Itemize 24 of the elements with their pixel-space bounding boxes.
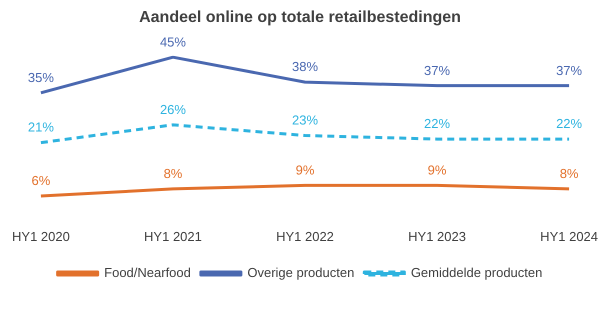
data-label: 38%: [292, 59, 318, 74]
data-label: 35%: [28, 70, 54, 85]
data-label: 23%: [292, 112, 318, 128]
data-label: 37%: [424, 62, 450, 78]
x-tick-label: HY1 2023: [408, 228, 466, 244]
data-label: 8%: [164, 166, 183, 181]
data-label: 22%: [424, 116, 450, 132]
data-label: 6%: [32, 173, 51, 188]
x-tick-label: HY1 2022: [276, 228, 334, 244]
data-label: 9%: [428, 162, 447, 178]
data-label: 26%: [160, 102, 186, 117]
legend-label: Gemiddelde producten: [410, 265, 542, 280]
chart-title: Aandeel online op totale retailbestedingen: [139, 9, 461, 26]
data-label: 22%: [556, 116, 583, 132]
legend-label: Food/Nearfood: [104, 265, 191, 280]
legend-label: Overige producten: [247, 265, 354, 280]
x-tick-label: HY1 2021: [144, 228, 202, 244]
data-label: 21%: [28, 120, 54, 135]
data-label: 8%: [560, 166, 579, 181]
x-tick-label: HY1 2020: [12, 228, 70, 244]
data-label: 37%: [556, 62, 583, 78]
data-label: 45%: [160, 34, 186, 50]
x-tick-label: HY1 2024: [540, 228, 598, 244]
data-label: 9%: [296, 162, 315, 178]
